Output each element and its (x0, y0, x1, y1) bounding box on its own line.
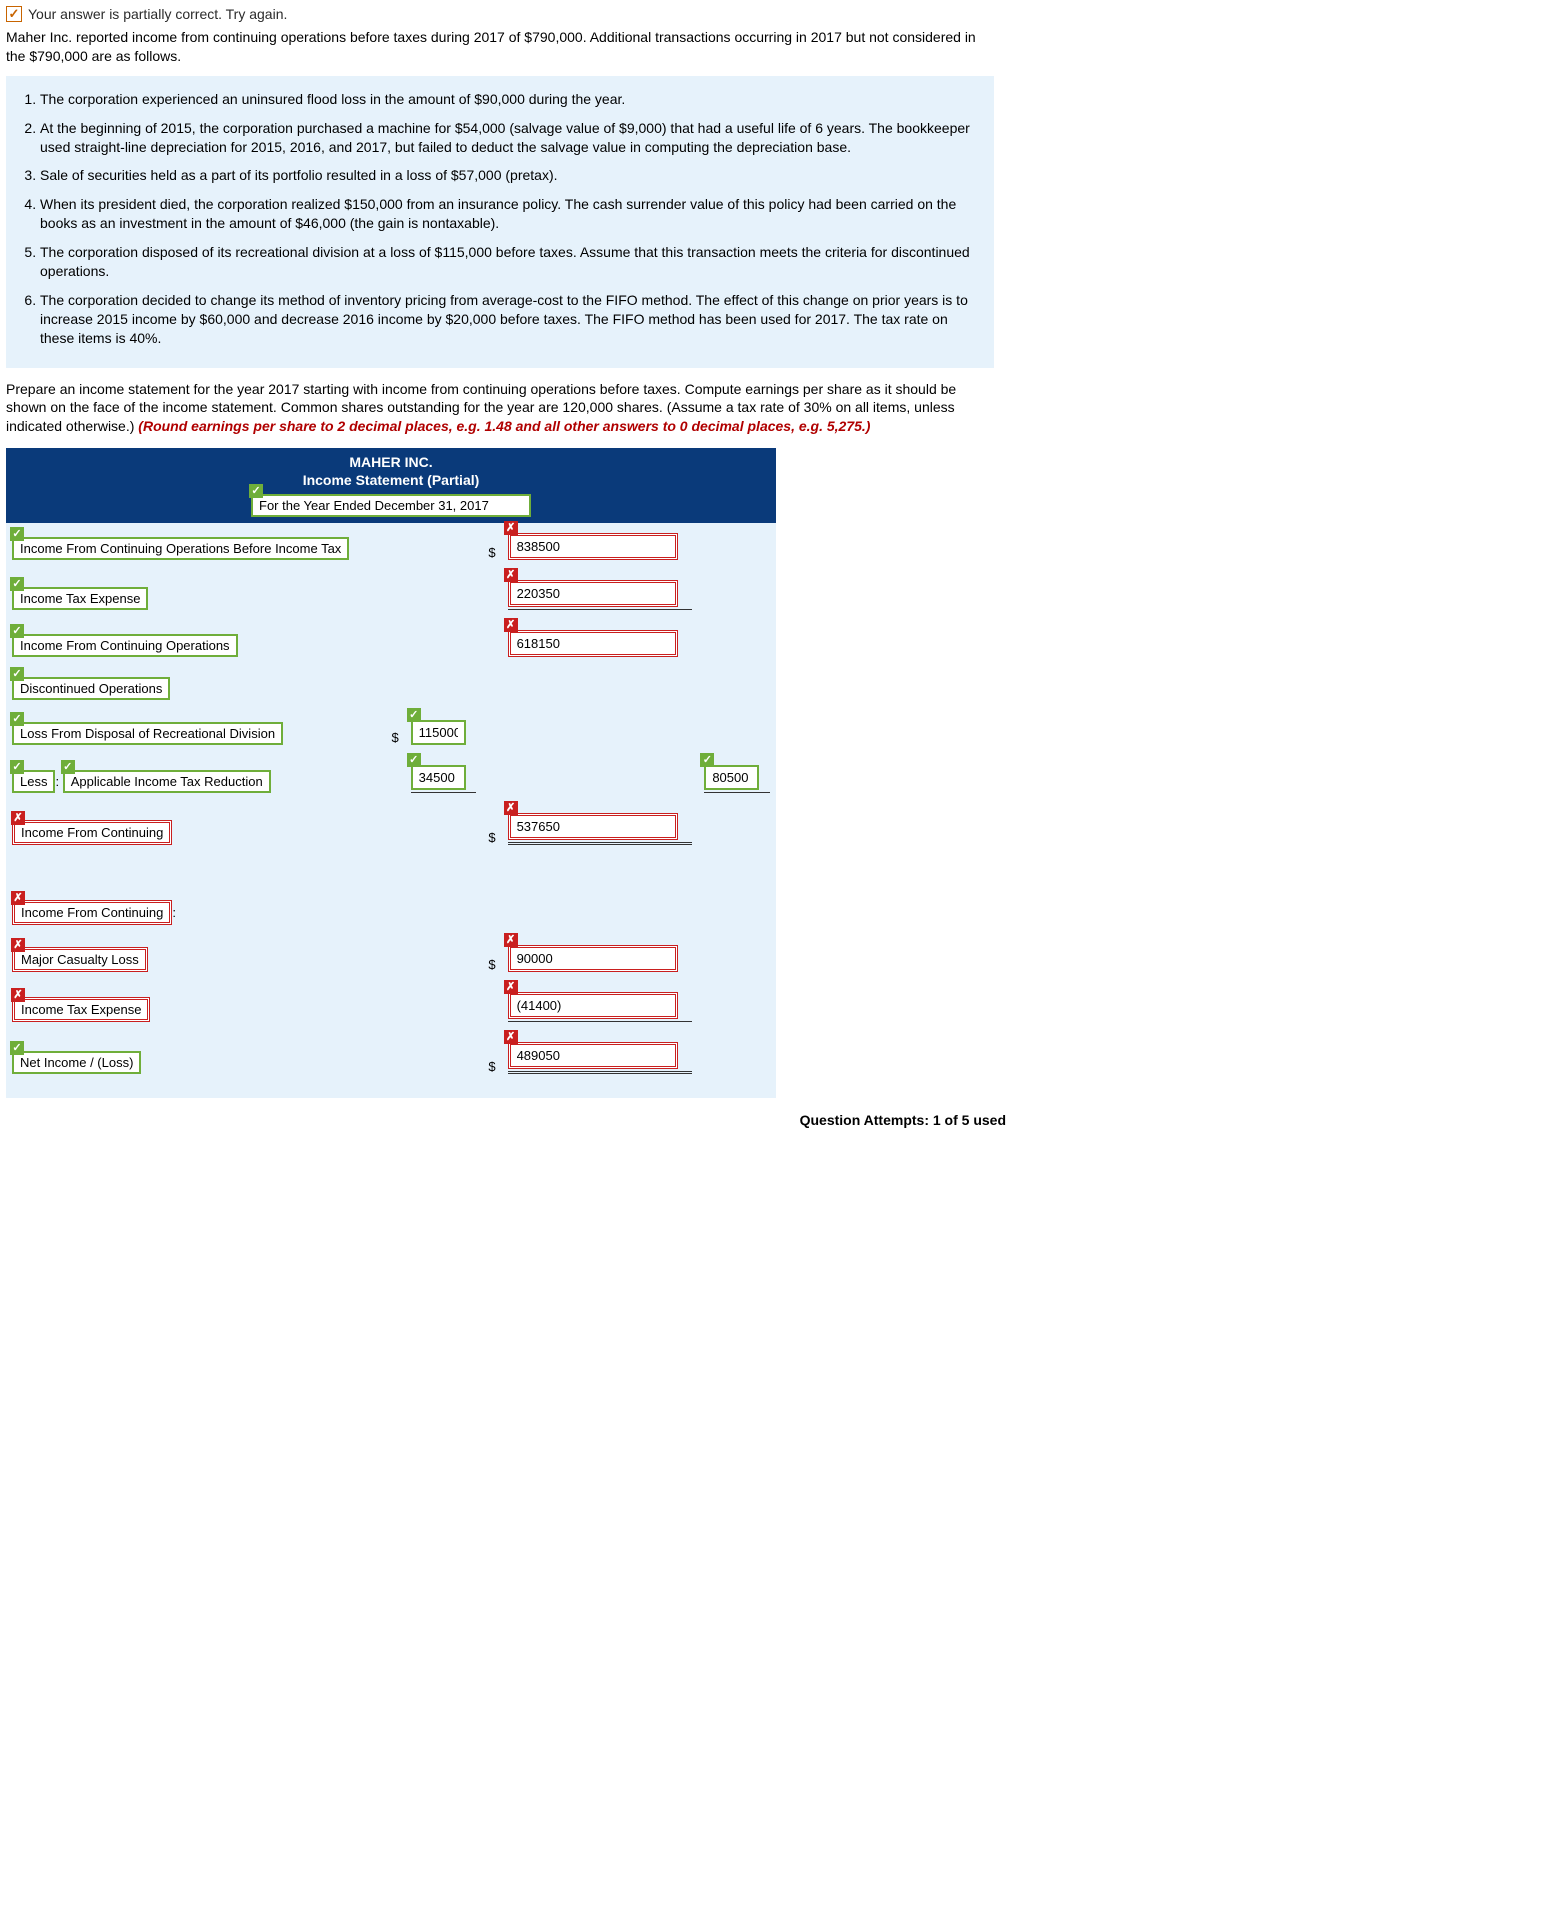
instructions: Prepare an income statement for the year… (6, 380, 994, 437)
row-label[interactable]: ✗Income From Continuing (12, 820, 172, 845)
table-row: ✓Loss From Disposal of Recreational Divi… (6, 710, 776, 755)
income-statement: MAHER INC. Income Statement (Partial) ✓ … (6, 448, 776, 1098)
amount-input[interactable]: ✗ (508, 580, 678, 607)
row-label-part[interactable]: ✓Applicable Income Tax Reduction (63, 770, 271, 793)
partial-correct-icon: ✓ (6, 6, 22, 22)
list-item: The corporation experienced an uninsured… (40, 90, 984, 109)
row-label[interactable]: ✗Major Casualty Loss (12, 947, 148, 972)
statement-company: MAHER INC. (6, 448, 776, 472)
row-label[interactable]: ✓Net Income / (Loss) (12, 1051, 141, 1074)
row-label[interactable]: ✓Loss From Disposal of Recreational Divi… (12, 722, 283, 745)
statement-title: Income Statement (Partial) (6, 472, 776, 494)
table-row: ✗Income From Continuing: (6, 890, 776, 935)
amount-input[interactable]: ✗ (508, 992, 678, 1019)
amount-input[interactable]: ✓ (411, 765, 466, 790)
feedback-text: Your answer is partially correct. Try ag… (28, 6, 287, 22)
table-row: ✗Income From Continuing$✗ (6, 803, 776, 855)
table-row (6, 855, 776, 890)
check-icon: ✓ (249, 484, 263, 498)
transaction-list: The corporation experienced an uninsured… (6, 76, 994, 368)
question-intro: Maher Inc. reported income from continui… (6, 28, 994, 66)
list-item: The corporation decided to change its me… (40, 291, 984, 348)
amount-input[interactable]: ✗ (508, 945, 678, 972)
statement-period-row: ✓ For the Year Ended December 31, 2017 (6, 494, 776, 523)
row-label[interactable]: ✗Income From Continuing (12, 900, 172, 925)
row-label[interactable]: ✓Discontinued Operations (12, 677, 170, 700)
row-label[interactable]: ✓Income From Continuing Operations (12, 634, 238, 657)
row-label-part[interactable]: ✓Less (12, 770, 55, 793)
table-row: ✓Income Tax Expense ✗ (6, 570, 776, 620)
amount-input[interactable]: ✗ (508, 1042, 678, 1069)
attempts-counter: Question Attempts: 1 of 5 used (6, 1112, 1006, 1128)
instructions-emphasis: (Round earnings per share to 2 decimal p… (138, 418, 870, 434)
row-label[interactable]: ✓Income From Continuing Operations Befor… (12, 537, 349, 560)
list-item: The corporation disposed of its recreati… (40, 243, 984, 281)
period-dropdown[interactable]: ✓ For the Year Ended December 31, 2017 (251, 494, 531, 517)
amount-input[interactable]: ✗ (508, 630, 678, 657)
period-value: For the Year Ended December 31, 2017 (259, 498, 489, 513)
amount-input[interactable]: ✗ (508, 533, 678, 560)
feedback-banner: ✓ Your answer is partially correct. Try … (6, 6, 994, 22)
table-row: ✓Net Income / (Loss)$✗ (6, 1032, 776, 1084)
table-row: ✗Major Casualty Loss$✗ (6, 935, 776, 982)
table-row: ✗Income Tax Expense ✗ (6, 982, 776, 1032)
statement-table: ✓Income From Continuing Operations Befor… (6, 523, 776, 1084)
row-label[interactable]: ✗Income Tax Expense (12, 997, 150, 1022)
amount-input[interactable]: ✓ (411, 720, 466, 745)
amount-input[interactable]: ✗ (508, 813, 678, 840)
table-row: ✓Less: ✓Applicable Income Tax Reduction✓… (6, 755, 776, 803)
table-row: ✓Income From Continuing Operations Befor… (6, 523, 776, 570)
table-row: ✓Income From Continuing Operations ✗ (6, 620, 776, 667)
list-item: At the beginning of 2015, the corporatio… (40, 119, 984, 157)
list-item: When its president died, the corporation… (40, 195, 984, 233)
row-label[interactable]: ✓Income Tax Expense (12, 587, 148, 610)
table-row: ✓Discontinued Operations (6, 667, 776, 710)
amount-input[interactable]: ✓ (704, 765, 759, 790)
list-item: Sale of securities held as a part of its… (40, 166, 984, 185)
